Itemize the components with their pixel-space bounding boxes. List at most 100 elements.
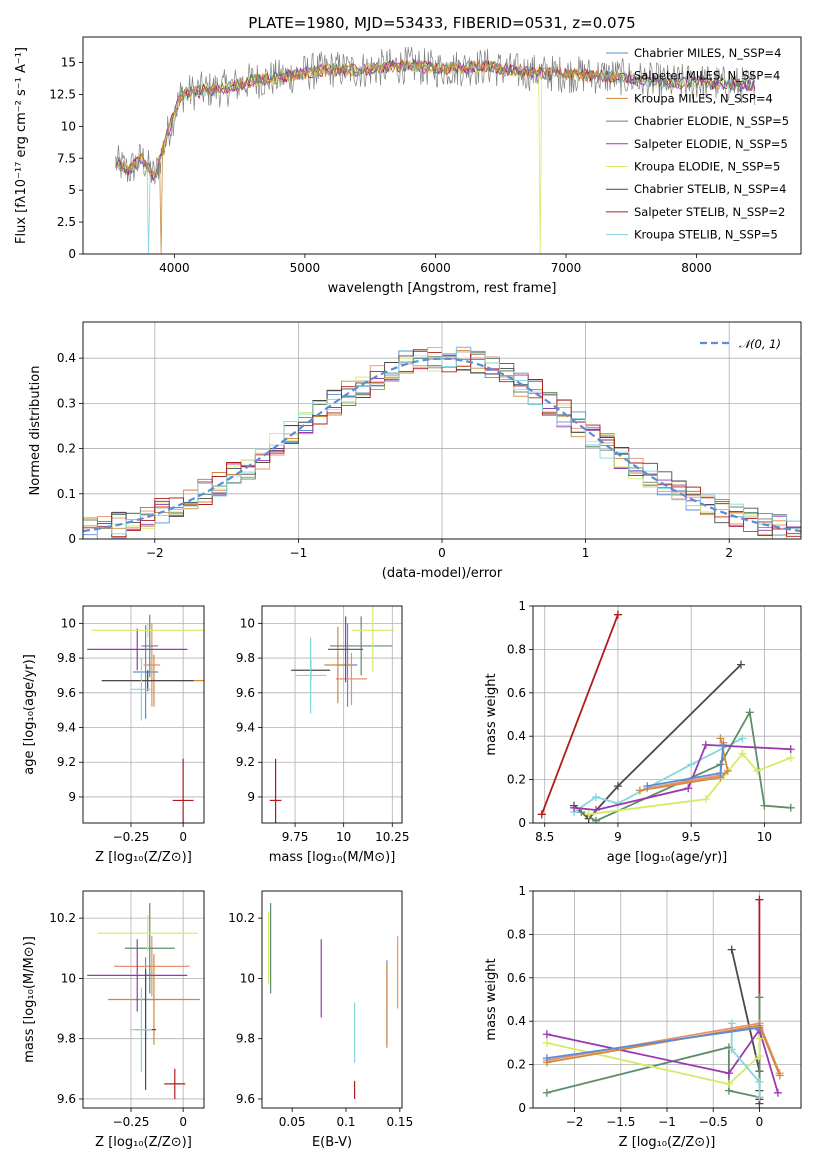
axes-frame [261, 890, 403, 1109]
plus-marker [591, 816, 600, 823]
x-tick-label: 0 [179, 1115, 187, 1129]
y-tick-label: 9.6 [57, 1092, 76, 1106]
axes-frame [82, 321, 802, 540]
plus-marker [773, 1088, 782, 1097]
plus-marker [775, 1071, 784, 1080]
gridlines [83, 891, 204, 1108]
plot-area [542, 895, 784, 1108]
plus-marker [635, 786, 644, 795]
error-bar-point [172, 758, 194, 823]
y-axis-label: mass weight [484, 958, 499, 1040]
plus-marker [786, 803, 795, 812]
plus-marker [716, 734, 725, 743]
x-tick-label: −1.5 [606, 1115, 635, 1129]
x-axis-label: wavelength [Angstrom, rest frame] [328, 281, 557, 296]
normal-curve [83, 357, 801, 533]
x-tick-label: 8.5 [535, 830, 554, 844]
y-tick-label: 0.4 [57, 351, 76, 365]
x-tick-label: 0 [179, 830, 187, 844]
plot-area [537, 610, 795, 823]
error-bar-point [335, 652, 367, 705]
x-axis-label: mass [log₁₀(M/M⊙)] [269, 850, 396, 865]
y-tick-label: 0.6 [507, 686, 526, 700]
y-tick-label: 9.8 [57, 1032, 76, 1046]
y-tick-label: 0 [68, 247, 76, 261]
plot-area [115, 46, 756, 254]
mass-vs-ebv-panel: 0.05 0.1 0.15 9.6 9.8 10 10.2 E(B-V) [228, 890, 413, 1150]
kroupa-miles-weight-line [639, 738, 729, 792]
y-axis-label: Flux [fλ10⁻¹⁷ erg cm⁻² s⁻¹ A⁻¹] [14, 47, 29, 244]
kroupa-stelib-model-line [115, 59, 755, 254]
axes-frame [532, 605, 802, 824]
plus-marker [755, 1093, 764, 1102]
y-axis-label: Normed distribution [28, 366, 43, 496]
plus-marker [701, 795, 710, 804]
plus-marker [577, 808, 586, 817]
error-bar-point [295, 637, 327, 714]
y-tick-label: 10 [240, 616, 255, 630]
y-tick-label: 1 [518, 599, 526, 613]
plot-area [87, 614, 204, 823]
legend-label: Kroupa ELODIE, N_SSP=5 [634, 160, 780, 174]
plus-marker [745, 708, 754, 717]
error-bar-point [87, 939, 188, 1012]
y-tick-label: 9.8 [236, 651, 255, 665]
salpeter-elodie-model-line [115, 59, 756, 181]
error-bar-point [91, 623, 204, 638]
y-tick-label: 10 [61, 119, 76, 133]
y-tick-label: 15 [61, 56, 76, 70]
plus-marker [584, 810, 593, 819]
x-tick-label: 2 [725, 546, 733, 560]
x-tick-label: 9.75 [282, 830, 309, 844]
plus-marker [727, 1045, 736, 1054]
axes-frame [82, 36, 802, 255]
y-tick-label: 1 [518, 884, 526, 898]
x-tick-label: 0 [438, 546, 446, 560]
error-bar-point [101, 670, 194, 692]
plus-marker [724, 1080, 733, 1089]
plus-marker [643, 782, 652, 791]
plus-marker [723, 766, 732, 775]
plot-area [83, 346, 801, 539]
y-tick-label: 10 [61, 971, 76, 985]
y-tick-label: 0 [68, 532, 76, 546]
chabrier-elodie-weight-line [580, 709, 791, 822]
plus-marker [542, 1030, 551, 1039]
y-tick-label: 2.5 [57, 215, 76, 229]
axes-frame [82, 605, 205, 824]
x-axis-label: E(B-V) [312, 1135, 352, 1150]
axes-frame [261, 605, 403, 824]
kroupa-elodie-weight-line [546, 1038, 761, 1086]
plus-marker [755, 993, 764, 1002]
y-tick-label: 10 [61, 616, 76, 630]
y-tick-label: 0.1 [57, 487, 76, 501]
gridlines [83, 606, 204, 823]
spectrum-panel: 4000 5000 6000 7000 8000 0 2.5 5 7.5 10 12.5 15 wave… [14, 36, 802, 296]
y-tick-label: 9.4 [236, 721, 255, 735]
plus-marker [760, 801, 769, 810]
y-tick-label: 9.8 [57, 651, 76, 665]
spectrum-title: PLATE=1980, MJD=53433, FIBERID=0531, z=0… [248, 14, 635, 32]
y-tick-label: 12.5 [49, 87, 76, 101]
y-tick-label: 0.3 [57, 396, 76, 410]
x-tick-label: 5000 [290, 261, 321, 275]
x-axis-label: Z [log₁₀(Z/Z⊙)] [95, 1135, 192, 1150]
x-tick-label: 0.05 [279, 1115, 306, 1129]
residuals-panel: −2 −1 0 1 2 0 0.1 0.2 0.3 0.4 (data-model)/error No… [28, 321, 802, 581]
y-tick-label: 10.2 [49, 911, 76, 925]
y-tick-label: 0 [518, 1101, 526, 1115]
error-bar-point [164, 1068, 186, 1099]
plot-area [267, 903, 399, 1099]
salpeter-stelib-weight-line [540, 614, 619, 815]
plus-marker [727, 1019, 736, 1028]
plus-marker [755, 895, 764, 904]
x-tick-label: 10 [336, 830, 351, 844]
error-bar-point [87, 628, 188, 671]
y-tick-label: 9.6 [236, 686, 255, 700]
plus-marker [755, 1023, 764, 1032]
kroupa-miles-model-line [115, 59, 618, 254]
weight-vs-age-panel: 8.5 9 9.5 10 0 0.2 0.4 0.6 0.8 1 age [log₁₀(age/yr… [484, 599, 802, 865]
plus-marker [738, 749, 747, 758]
y-tick-label: 10.2 [228, 911, 255, 925]
y-tick-label: 9.2 [236, 755, 255, 769]
